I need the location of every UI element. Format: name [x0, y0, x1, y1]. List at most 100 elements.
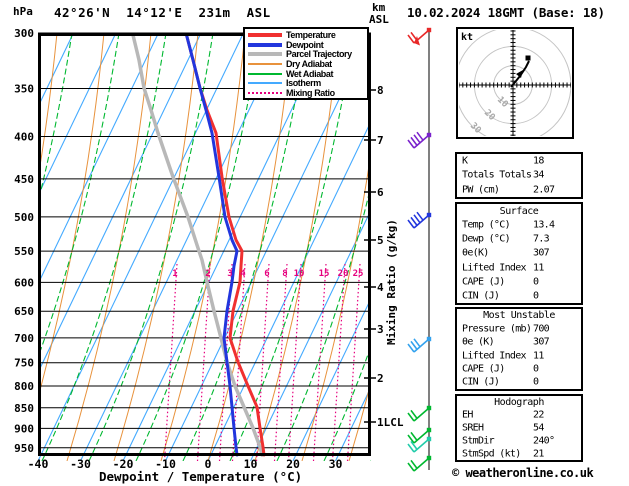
panel-row-label: CAPE (J) — [462, 363, 505, 375]
pressure-tick-label: 750 — [14, 357, 34, 370]
panel-row-value: 11 — [533, 262, 544, 274]
legend-item-label: Temperature — [286, 29, 336, 40]
mixing-ratio-value-label: 15 — [319, 269, 330, 279]
legend-item-label: Parcel Trajectory — [286, 49, 352, 60]
datetime-title: 10.02.2024 18GMT (Base: 18) — [407, 5, 605, 20]
pressure-tick-label: 700 — [14, 332, 34, 345]
temperature-tick-label: -30 — [70, 457, 91, 471]
panel-row: Totals Totals 34 — [457, 168, 581, 182]
legend-item: Dry Adiabat — [248, 59, 367, 69]
isotherm-line — [38, 33, 202, 374]
panel-row-label: Pressure (mb) — [462, 323, 532, 335]
pressure-tick-label: 350 — [14, 82, 34, 95]
panel-row: StmDir 240° — [457, 434, 581, 447]
panel-row: K 18 — [457, 154, 581, 168]
panel-row-label: Lifted Index — [462, 350, 527, 362]
panel-row-value: 18 — [533, 155, 544, 167]
dry-adiabat-line — [348, 380, 371, 461]
altitude-unit-asl-label: ASL — [369, 13, 389, 26]
panel-row-value: 13.4 — [533, 219, 555, 231]
panel-row-value: 0 — [533, 276, 539, 288]
hodograph-trace-marker — [525, 55, 531, 61]
panel-row-label: Temp (°C) — [462, 219, 511, 231]
dry-adiabat-line — [38, 33, 58, 182]
panel-row: CAPE (J) 0 — [457, 275, 581, 289]
panel-row-label: CIN (J) — [462, 376, 500, 388]
panel-row: Lifted Index 11 — [457, 349, 581, 362]
legend: Temperature Dewpoint Parcel Trajectory Dry … — [243, 27, 369, 100]
legend-line-sample — [248, 62, 282, 65]
legend-item: Mixing Ratio — [248, 88, 367, 98]
pressure-tick-label: 950 — [14, 442, 34, 455]
km-tick-label: 3 — [377, 323, 384, 336]
panel-row-value: 2.07 — [533, 184, 555, 196]
wet-adiabat-line — [38, 33, 120, 359]
km-tick-label: 4 — [377, 281, 384, 294]
panel-row: Lifted Index 11 — [457, 261, 581, 275]
temperature-tick-label: 10 — [244, 457, 258, 471]
dry-adiabat-line — [113, 33, 199, 461]
wind-barb — [407, 27, 432, 46]
axis-labels: 3003504004505005506006507007508008509009… — [14, 27, 404, 471]
legend-item-label: Dry Adiabat — [286, 58, 332, 69]
panel-row-label: StmDir — [462, 435, 495, 447]
dry-adiabat-line — [0, 33, 10, 461]
panel-row-label: CIN (J) — [462, 290, 500, 302]
legend-line-sample — [248, 91, 282, 94]
pressure-unit-label: hPa — [13, 5, 33, 18]
wind-barb-staff — [407, 27, 432, 472]
panel-row-label: CAPE (J) — [462, 276, 505, 288]
mixing-ratio-value-label: 1 — [172, 269, 177, 279]
pressure-tick-label: 300 — [14, 27, 34, 40]
pressure-tick-label: 450 — [14, 173, 34, 186]
pressure-tick-label: 900 — [14, 422, 34, 435]
panel-title: Hodograph — [494, 396, 544, 408]
mixing-ratio-value-label: 2 — [205, 269, 210, 279]
mixing-ratio-value-label: 3 — [227, 269, 232, 279]
legend-item: Dewpoint — [248, 40, 367, 50]
panel-row-label: θe (K) — [462, 336, 495, 348]
legend-item: Temperature — [248, 30, 367, 40]
legend-item: Isotherm — [248, 78, 367, 88]
legend-line-sample — [248, 32, 282, 37]
isotherm-line — [38, 33, 244, 461]
mixing-ratio-value-label: 4 — [240, 269, 246, 279]
wind-barb — [407, 211, 432, 229]
parcel-trajectory-curve — [131, 33, 264, 457]
legend-line-sample — [248, 72, 282, 75]
panel-row-value: 54 — [533, 422, 544, 434]
isotherm-line — [80, 33, 287, 461]
pressure-tick-label: 650 — [14, 305, 34, 318]
mixing-ratio-axis-title: Mixing Ratio (g/kg) — [385, 219, 398, 345]
legend-line-sample — [248, 82, 282, 85]
panel-row: Temp (°C) 13.4 — [457, 218, 581, 232]
legend-item-label: Mixing Ratio — [286, 87, 335, 98]
panel-row-value: 34 — [533, 169, 544, 181]
dewpoint-curve — [184, 33, 239, 457]
km-tick-label: 1LCL — [377, 416, 404, 429]
dry-adiabat-line — [66, 33, 152, 461]
panel-row: StmSpd (kt) 21 — [457, 447, 581, 460]
pressure-tick-label: 400 — [14, 131, 34, 144]
km-tick-label: 2 — [377, 372, 384, 385]
panel-row: CIN (J) 0 — [457, 289, 581, 303]
panel-row-value: 307 — [533, 247, 550, 259]
isotherm-line — [292, 297, 371, 461]
mixing-ratio-value-label: 25 — [353, 269, 364, 279]
legend-item-label: Wet Adiabat — [286, 68, 334, 79]
wind-barb — [407, 455, 432, 472]
isotherm-line — [250, 208, 371, 461]
panel-row: θe(K) 307 — [457, 246, 581, 260]
panel-row-value: 22 — [533, 409, 544, 421]
km-tick-label: 8 — [377, 84, 384, 97]
legend-item: Wet Adiabat — [248, 69, 367, 79]
panel-row: EH 22 — [457, 409, 581, 422]
mixing-ratio-value-label: 6 — [264, 269, 269, 279]
panel-row-value: 0 — [533, 363, 539, 375]
pressure-tick-label: 500 — [14, 211, 34, 224]
mixing-ratio-value-label: 20 — [338, 269, 349, 279]
station-title: 42°26'N 14°12'E 231m ASL — [54, 5, 271, 20]
panel-title: Most Unstable — [483, 310, 555, 322]
mixing-ratio-value-label: 8 — [282, 269, 287, 279]
